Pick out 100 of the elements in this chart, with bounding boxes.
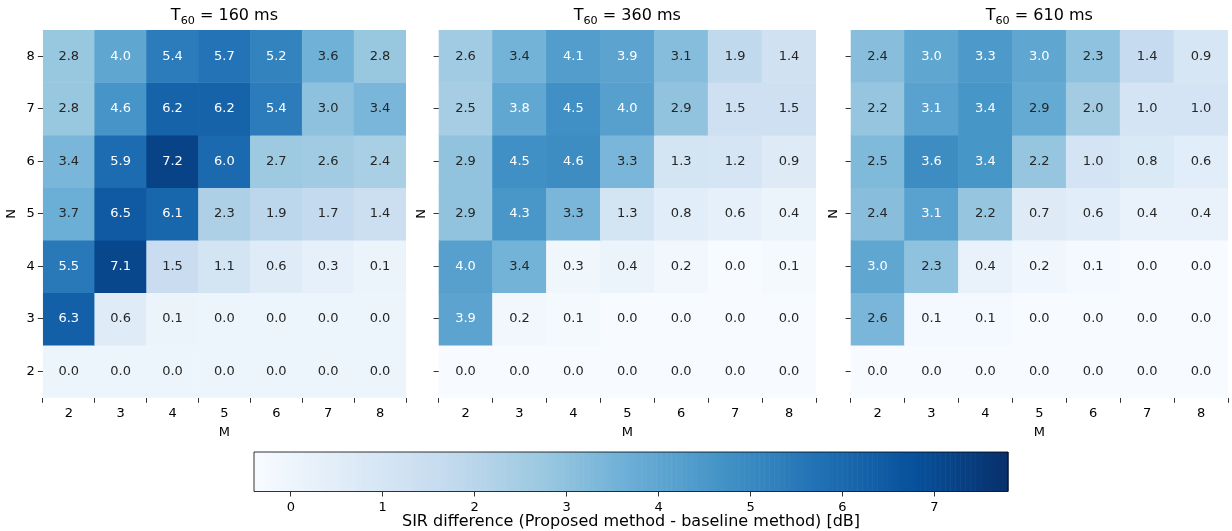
data-label: 0.0: [1136, 362, 1158, 378]
data-label: 0.0: [1136, 310, 1158, 326]
data-label: 1.0: [1082, 152, 1104, 168]
data-label: 2.6: [317, 152, 339, 168]
data-label: 0.9: [778, 152, 800, 168]
data-label: 0.0: [975, 362, 996, 378]
data-label: 5.5: [58, 257, 80, 273]
data-label: 0.0: [369, 362, 391, 378]
data-label: 1.4: [778, 47, 800, 63]
data-label: 0.0: [214, 362, 235, 378]
data-label: 2.9: [670, 100, 692, 116]
y-tick-label: 3: [26, 310, 35, 326]
y-axis-title: N: [413, 209, 429, 219]
data-label: 0.1: [1082, 257, 1104, 273]
data-label: 0.0: [1190, 310, 1212, 326]
x-tick-label: 4: [168, 404, 177, 420]
data-label: 2.9: [455, 205, 476, 221]
x-tick-label: 3: [116, 404, 125, 420]
data-label: 3.9: [455, 310, 476, 326]
data-label: 0.0: [1190, 362, 1212, 378]
data-label: 6.0: [214, 152, 235, 168]
x-tick-label: 6: [1089, 404, 1098, 420]
data-label: 7.2: [162, 152, 183, 168]
data-label: 0.1: [778, 257, 800, 273]
data-label: 3.4: [58, 152, 80, 168]
data-label: 0.0: [1028, 310, 1050, 326]
data-label: 5.4: [265, 100, 287, 116]
y-tick-label: 7: [26, 100, 35, 116]
data-label: 0.1: [563, 310, 584, 326]
data-label: 3.3: [616, 152, 638, 168]
data-label: 4.5: [509, 152, 530, 168]
x-tick-label: 7: [730, 404, 740, 420]
x-tick-label: 7: [1142, 404, 1152, 420]
data-label: 3.3: [563, 205, 584, 221]
data-label: 0.6: [1082, 205, 1104, 221]
data-label: 2.9: [455, 152, 476, 168]
data-label: 6.3: [58, 310, 80, 326]
data-label: 1.3: [670, 152, 692, 168]
data-label: 0.0: [317, 362, 339, 378]
data-label: 2.9: [1028, 100, 1050, 116]
data-label: 5.4: [162, 47, 183, 63]
data-label: 5.9: [110, 152, 132, 168]
data-label: 6.2: [214, 100, 235, 116]
data-label: 2.6: [867, 310, 888, 326]
data-label: 3.4: [975, 100, 996, 116]
data-label: 2.6: [455, 47, 476, 63]
data-label: 0.0: [670, 362, 692, 378]
x-tick-label: 8: [1196, 404, 1206, 420]
data-label: 0.2: [670, 257, 692, 273]
data-label: 2.3: [1082, 47, 1104, 63]
data-label: 0.0: [1190, 257, 1212, 273]
data-label: 1.9: [265, 205, 287, 221]
data-label: 3.6: [317, 47, 339, 63]
data-label: 1.4: [1136, 47, 1158, 63]
data-label: 0.3: [563, 257, 584, 273]
data-label: 1.2: [724, 152, 746, 168]
data-label: 4.1: [563, 47, 584, 63]
data-label: 0.0: [616, 310, 638, 326]
data-label: 0.9: [1190, 47, 1212, 63]
y-tick-label: 4: [26, 257, 35, 273]
data-label: 2.5: [867, 152, 888, 168]
data-label: 3.0: [1028, 47, 1050, 63]
data-label: 2.4: [867, 205, 888, 221]
data-label: 5.7: [214, 47, 235, 63]
data-label: 2.0: [1082, 100, 1104, 116]
data-label: 0.6: [1190, 152, 1212, 168]
data-label: 3.4: [509, 257, 530, 273]
data-label: 4.0: [455, 257, 476, 273]
data-label: 3.4: [975, 152, 996, 168]
data-label: 1.5: [778, 100, 800, 116]
data-label: 0.4: [975, 257, 996, 273]
x-tick-label: 8: [375, 404, 385, 420]
x-tick-label: 8: [784, 404, 794, 420]
data-label: 3.1: [921, 205, 942, 221]
data-label: 0.0: [1082, 310, 1104, 326]
data-label: 1.7: [317, 205, 339, 221]
data-label: 3.7: [58, 205, 80, 221]
data-label: 6.5: [110, 205, 132, 221]
data-label: 0.6: [724, 205, 746, 221]
y-tick-label: 6: [26, 152, 35, 168]
data-label: 4.3: [509, 205, 530, 221]
data-label: 0.0: [778, 362, 800, 378]
data-label: 0.0: [921, 362, 942, 378]
data-label: 0.1: [975, 310, 996, 326]
x-axis-title: M: [621, 423, 633, 439]
data-label: 0.0: [1136, 257, 1158, 273]
data-label: 2.2: [867, 100, 888, 116]
data-label: 3.8: [509, 100, 530, 116]
x-tick-label: 6: [677, 404, 686, 420]
data-label: 0.4: [616, 257, 638, 273]
data-label: 0.0: [1028, 362, 1050, 378]
data-label: 1.9: [724, 47, 746, 63]
data-label: 2.5: [455, 100, 476, 116]
data-label: 0.0: [455, 362, 476, 378]
data-label: 3.9: [616, 47, 638, 63]
x-tick-label: 2: [873, 404, 882, 420]
color-bar-label: 7: [930, 498, 939, 514]
data-label: 4.0: [616, 100, 638, 116]
data-label: 0.0: [724, 257, 746, 273]
x-tick-label: 2: [461, 404, 470, 420]
